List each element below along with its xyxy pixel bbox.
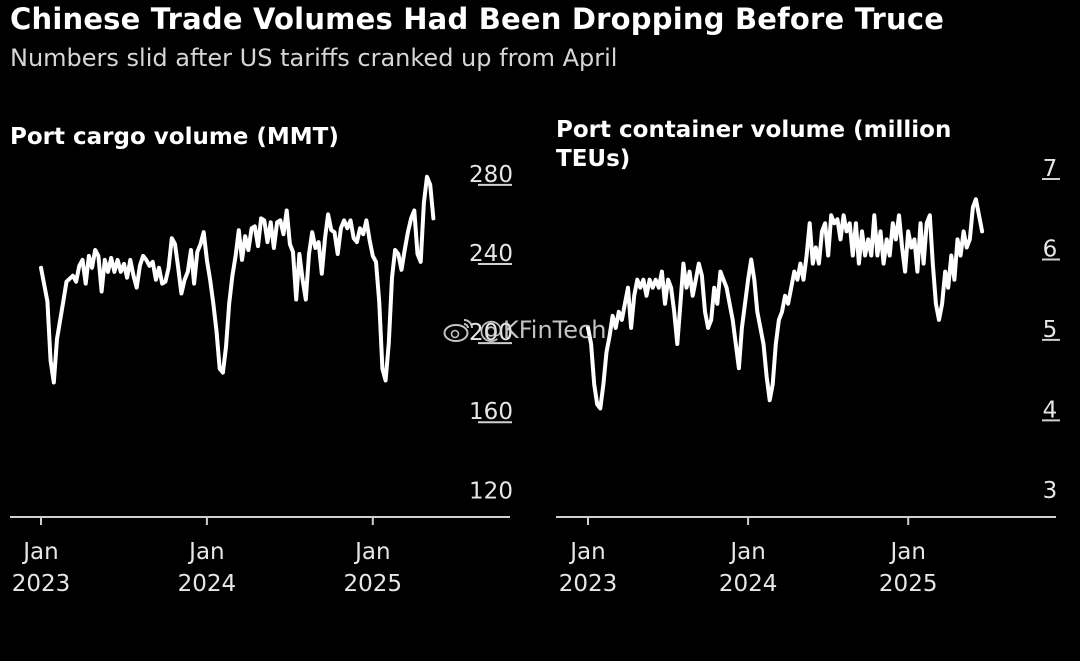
y-tick-label: 7 xyxy=(1043,156,1058,182)
y-tick-label: 200 xyxy=(469,320,513,346)
x-tick-label: Jan 2024 xyxy=(178,539,237,597)
y-tick-label: 120 xyxy=(469,478,513,504)
y-tick-label: 6 xyxy=(1043,236,1058,262)
cargo-volume-panel: Port cargo volume (MMT) 120 160 200 240 280 Ja… xyxy=(10,124,513,597)
panel-title: Port container volume (million TEUs) xyxy=(556,117,951,172)
weibo-icon xyxy=(443,319,473,342)
panel-title: Port cargo volume (MMT) xyxy=(10,124,339,150)
watermark-text: @KFinTech xyxy=(479,316,607,344)
watermark: @KFinTech xyxy=(443,316,606,344)
x-tick-label: Jan 2024 xyxy=(719,539,778,597)
x-tick-label: Jan 2023 xyxy=(559,539,618,597)
x-tick-label: Jan 2025 xyxy=(879,539,938,597)
container-volume-panel: Port container volume (million TEUs) 3 4 5 6 7… xyxy=(556,117,1060,597)
y-tick-label: 3 xyxy=(1043,478,1058,504)
x-tick-label: Jan 2025 xyxy=(344,539,403,597)
y-tick-label: 5 xyxy=(1043,317,1058,343)
y-tick-label: 160 xyxy=(469,399,513,425)
y-tick-label: 4 xyxy=(1043,397,1058,423)
y-tick-label: 280 xyxy=(469,162,513,188)
chart-subtitle: Numbers slid after US tariffs cranked up… xyxy=(10,44,618,72)
chart-title: Chinese Trade Volumes Had Been Dropping … xyxy=(10,2,945,36)
series-line xyxy=(39,174,436,385)
y-tick-label: 240 xyxy=(469,241,513,267)
x-tick-label: Jan 2023 xyxy=(12,539,71,597)
series-line xyxy=(586,197,985,411)
